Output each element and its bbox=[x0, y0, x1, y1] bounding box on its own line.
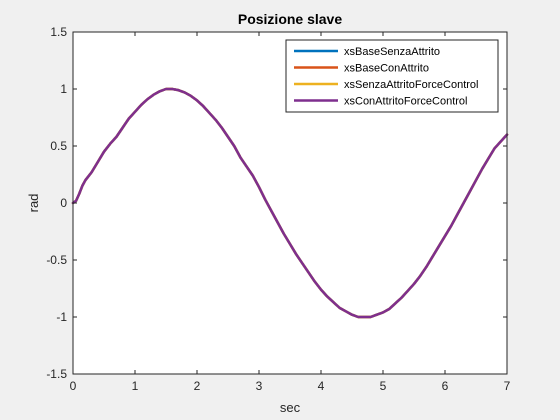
legend: xsBaseSenzaAttrito xsBaseConAttrito xsSenz… bbox=[286, 40, 498, 112]
y-tick-label: -1 bbox=[56, 310, 67, 324]
x-tick-label: 4 bbox=[318, 379, 325, 393]
x-tick-label: 0 bbox=[70, 379, 77, 393]
y-tick-label: -0.5 bbox=[46, 253, 67, 267]
y-tick-label: 1 bbox=[60, 82, 67, 96]
y-tick-label: 0.5 bbox=[50, 139, 67, 153]
x-tick-label: 7 bbox=[504, 379, 511, 393]
legend-entry-label: xsBaseSenzaAttrito bbox=[344, 46, 440, 58]
x-tick-label: 1 bbox=[132, 379, 139, 393]
legend-entry-label: xsConAttritoForceControl bbox=[344, 96, 468, 108]
x-tick-label: 6 bbox=[442, 379, 449, 393]
y-tick-label: 1.5 bbox=[50, 25, 67, 39]
x-tick-label: 2 bbox=[194, 379, 201, 393]
x-tick-label: 3 bbox=[256, 379, 263, 393]
y-tick-label: -1.5 bbox=[46, 367, 67, 381]
x-axis-label: sec bbox=[280, 400, 301, 415]
x-tick-label: 5 bbox=[380, 379, 387, 393]
y-tick-label: 0 bbox=[60, 196, 67, 210]
chart-title: Posizione slave bbox=[238, 11, 342, 27]
legend-entry-label: xsSenzaAttritoForceControl bbox=[344, 79, 479, 91]
y-axis-label: rad bbox=[26, 194, 41, 213]
legend-entry-label: xsBaseConAttrito bbox=[344, 63, 429, 75]
